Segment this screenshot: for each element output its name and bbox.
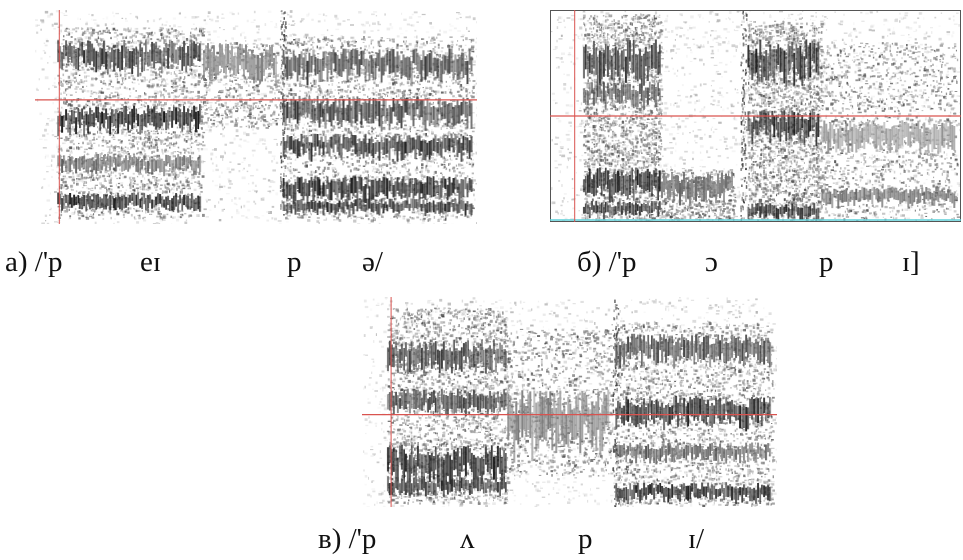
caption-a-consonant: p	[287, 245, 302, 279]
specC-svg	[362, 297, 777, 507]
specB-svg	[550, 10, 961, 222]
caption-a-prefix: а) /'p	[5, 245, 63, 279]
caption-a: а) /'p eɪ p ə/	[5, 245, 465, 281]
specA-svg	[35, 10, 477, 224]
caption-c-prefix: в) /'p	[318, 522, 376, 556]
caption-a-vowel2: ə/	[362, 245, 383, 279]
caption-b-vowel2: ɪ]	[902, 245, 920, 279]
caption-a-vowel1: eɪ	[140, 245, 161, 279]
spectrogram-a	[35, 10, 477, 224]
caption-c: в) /'p ʌ p ɪ/	[318, 522, 738, 558]
spectrogram-c	[362, 297, 777, 507]
caption-b-vowel1: ɔ	[705, 245, 718, 279]
caption-b-consonant: p	[819, 245, 834, 279]
caption-b-prefix: б) /'p	[577, 245, 636, 279]
caption-b: б) /'p ɔ p ɪ]	[577, 245, 957, 281]
caption-c-consonant: p	[578, 522, 593, 556]
caption-c-vowel2: ɪ/	[688, 522, 704, 556]
caption-c-vowel1: ʌ	[460, 522, 475, 556]
spectrogram-b	[550, 10, 961, 222]
